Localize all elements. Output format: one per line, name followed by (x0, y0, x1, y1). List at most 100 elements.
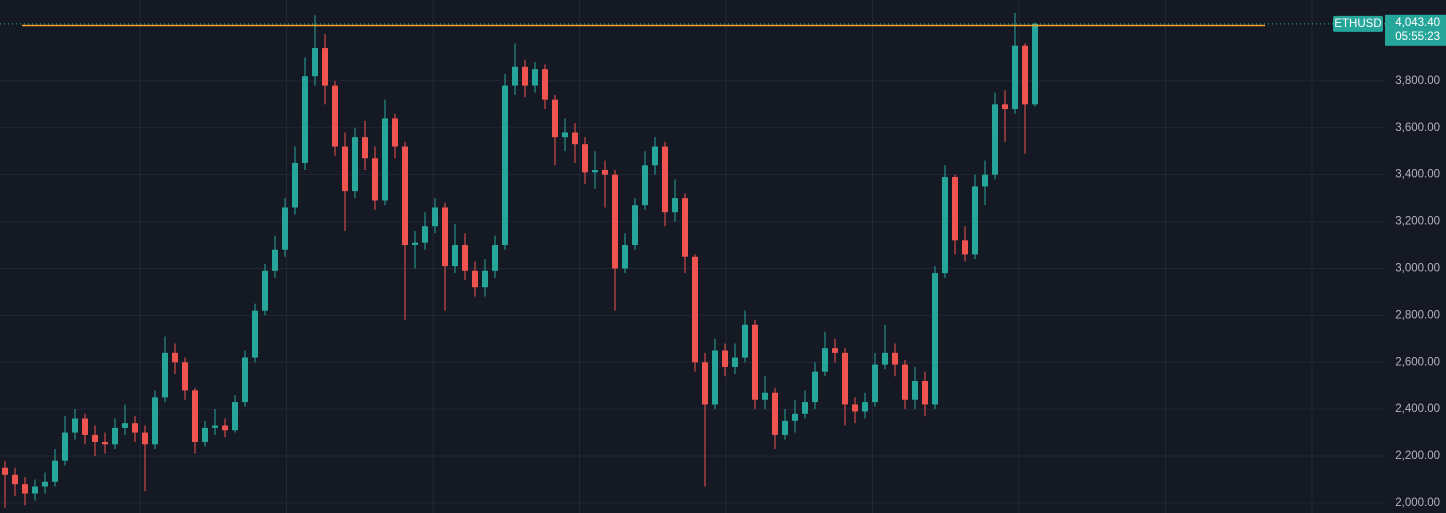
candle-body (372, 158, 378, 201)
candle-body (392, 118, 398, 147)
candle-body (992, 104, 998, 175)
candle-body (552, 99, 558, 138)
candle-body (682, 198, 688, 257)
candle-body (282, 207, 288, 250)
candle-body (212, 425, 218, 428)
candle-body (592, 169, 598, 173)
candle-body (882, 352, 888, 365)
last-price-label: 4,043.40 (1395, 17, 1440, 29)
candle-body (522, 66, 528, 86)
candle-body (362, 137, 368, 159)
candle-body (1032, 23, 1038, 105)
candle-body (982, 174, 988, 187)
candle-body (102, 441, 108, 445)
candle-body (562, 132, 568, 138)
candle-body (72, 418, 78, 433)
candle-body (772, 392, 778, 435)
candle-body (172, 352, 178, 363)
y-tick-label: 3,200.00 (1395, 216, 1440, 228)
candle-body (632, 205, 638, 246)
candle-body (842, 352, 848, 405)
candle-body (302, 76, 308, 163)
candle-body (52, 460, 58, 482)
y-tick-label: 3,000.00 (1395, 262, 1440, 274)
candle-body (602, 169, 608, 175)
candle-body (352, 137, 358, 192)
candle-body (762, 392, 768, 400)
candle-body (962, 240, 968, 255)
candle-body (912, 380, 918, 400)
price-axis: 2,000.00 2,200.00 2,400.00 2,600.00 2,800.00… (1333, 14, 1446, 509)
candle-body (942, 177, 948, 274)
y-tick-label: 3,600.00 (1395, 122, 1440, 134)
candle-body (742, 324, 748, 358)
candle-body (832, 348, 838, 353)
y-tick-label: 3,800.00 (1395, 75, 1440, 87)
candle-body (702, 362, 708, 405)
candle-body (32, 486, 38, 494)
candle-body (92, 434, 98, 442)
candle-body (62, 432, 68, 461)
candle-body (142, 432, 148, 445)
candle-body (202, 427, 208, 442)
candle-body (82, 418, 88, 435)
candle-body (752, 324, 758, 400)
candle-body (12, 474, 18, 485)
candle-body (692, 256, 698, 363)
candle-body (422, 226, 428, 243)
y-tick-label: 2,600.00 (1395, 356, 1440, 368)
candle-body (902, 364, 908, 400)
candle-body (272, 249, 278, 271)
candle-body (292, 162, 298, 208)
candle-body (112, 427, 118, 445)
candle-body (622, 245, 628, 269)
candle-body (792, 413, 798, 421)
candle-body (672, 198, 678, 213)
y-tick-label: 2,800.00 (1395, 309, 1440, 321)
candle-body (2, 467, 8, 475)
candle-body (442, 207, 448, 267)
candle-body (222, 425, 228, 431)
candle-body (162, 352, 168, 398)
candle-body (812, 371, 818, 403)
candle-body (1002, 104, 1008, 110)
candle-body (232, 402, 238, 431)
candle-body (122, 423, 128, 428)
candle-body (872, 364, 878, 403)
countdown-label: 05:55:23 (1395, 31, 1440, 43)
candle-body (182, 362, 188, 391)
candle-body (572, 132, 578, 145)
candle-body (432, 207, 438, 227)
candle-body (152, 397, 158, 445)
candle-body (192, 390, 198, 442)
plot-area (0, 12, 1385, 508)
candle-body (722, 350, 728, 367)
candle-body (662, 146, 668, 213)
candle-body (652, 146, 658, 166)
candle-body (582, 144, 588, 173)
candle-body (512, 66, 518, 86)
candle-body (612, 174, 618, 269)
candle-body (452, 245, 458, 267)
candle-body (132, 423, 138, 433)
candle-body (642, 165, 648, 206)
candle-body (262, 270, 268, 311)
y-tick-label: 3,400.00 (1395, 169, 1440, 181)
candle-body (932, 273, 938, 405)
candle-body (332, 85, 338, 147)
candle-body (892, 352, 898, 365)
y-tick-label: 2,400.00 (1395, 403, 1440, 415)
candle-body (342, 146, 348, 192)
candle-body (822, 348, 828, 372)
candle-body (462, 245, 468, 271)
candle-body (472, 270, 478, 288)
candle-body (502, 85, 508, 246)
candle-body (42, 481, 48, 487)
price-badge (1385, 14, 1446, 46)
candle-body (802, 402, 808, 414)
candle-body (242, 357, 248, 403)
candle-body (322, 48, 328, 86)
candle-body (402, 146, 408, 246)
candle-body (1012, 45, 1018, 110)
candle-body (412, 242, 418, 246)
